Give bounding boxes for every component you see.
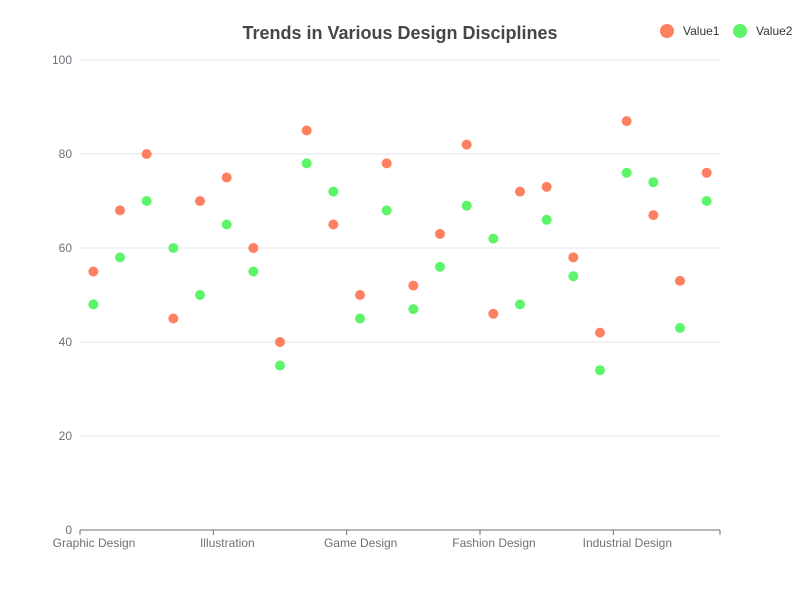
y-tick-label: 60	[59, 241, 73, 255]
point-value2[interactable]	[435, 261, 445, 272]
point-value2[interactable]	[595, 365, 605, 376]
y-tick-label: 20	[59, 429, 73, 443]
point-value1[interactable]	[648, 210, 659, 221]
point-value2[interactable]	[195, 290, 205, 300]
point-value1[interactable]	[88, 266, 99, 277]
point-value1[interactable]	[461, 139, 472, 150]
legend-marker	[733, 24, 747, 38]
point-value1[interactable]	[701, 167, 712, 178]
x-tick-label: Graphic Design	[53, 536, 136, 550]
point-value1[interactable]	[408, 280, 419, 291]
point-value2[interactable]	[648, 177, 659, 188]
point-value1[interactable]	[515, 186, 525, 197]
point-value2[interactable]	[408, 304, 419, 315]
point-value2[interactable]	[381, 205, 392, 216]
point-value2[interactable]	[701, 196, 712, 206]
x-tick-label: Industrial Design	[583, 536, 672, 550]
point-value1[interactable]	[115, 205, 125, 216]
point-value2[interactable]	[461, 200, 472, 211]
legend-label: Value1	[683, 24, 720, 38]
legend-item-value1[interactable]: Value1	[660, 24, 720, 38]
point-value2[interactable]	[221, 219, 232, 230]
point-value1[interactable]	[675, 275, 685, 286]
point-value1[interactable]	[381, 158, 392, 169]
point-value2[interactable]	[301, 158, 312, 169]
point-value2[interactable]	[115, 252, 125, 263]
points-layer	[88, 116, 712, 376]
point-value2[interactable]	[88, 299, 99, 310]
x-tick-label: Game Design	[324, 536, 397, 550]
y-tick-label: 80	[59, 147, 73, 161]
point-value2[interactable]	[248, 266, 259, 277]
point-value1[interactable]	[301, 125, 312, 136]
point-value2[interactable]	[621, 167, 632, 178]
point-value1[interactable]	[275, 337, 285, 347]
point-value2[interactable]	[541, 214, 552, 225]
point-value1[interactable]	[488, 308, 499, 319]
grid-layer	[80, 59, 720, 437]
point-value2[interactable]	[488, 233, 499, 244]
point-value1[interactable]	[248, 243, 259, 253]
y-tick-label: 40	[59, 335, 73, 349]
point-value2[interactable]	[168, 243, 179, 253]
point-value2[interactable]	[275, 360, 285, 371]
point-value2[interactable]	[141, 196, 152, 206]
point-value1[interactable]	[595, 327, 605, 338]
point-value1[interactable]	[568, 252, 579, 263]
legend: Value1 Value2	[660, 24, 793, 38]
x-tick-label: Illustration	[200, 536, 255, 550]
point-value2[interactable]	[515, 299, 525, 310]
point-value1[interactable]	[195, 196, 205, 206]
point-value1[interactable]	[541, 181, 552, 192]
y-tick-label: 0	[65, 523, 72, 537]
point-value1[interactable]	[435, 228, 445, 239]
point-value1[interactable]	[141, 149, 152, 159]
point-value1[interactable]	[328, 219, 339, 230]
point-value1[interactable]	[221, 172, 232, 183]
x-tick-label: Fashion Design	[452, 536, 535, 550]
point-value1[interactable]	[355, 290, 365, 300]
axis-layer: 0 20 40 60 80 100 Graphic Design Illustration Ga…	[52, 53, 721, 550]
point-value2[interactable]	[355, 313, 365, 324]
point-value2[interactable]	[568, 271, 579, 282]
legend-item-value2[interactable]: Value2	[733, 24, 793, 38]
point-value2[interactable]	[675, 322, 685, 333]
point-value1[interactable]	[168, 313, 179, 324]
chart-title: Trends in Various Design Disciplines	[242, 23, 557, 43]
legend-marker	[660, 24, 674, 38]
point-value2[interactable]	[328, 186, 339, 197]
y-tick-label: 100	[52, 53, 72, 67]
point-value1[interactable]	[621, 116, 632, 127]
legend-label: Value2	[756, 24, 793, 38]
